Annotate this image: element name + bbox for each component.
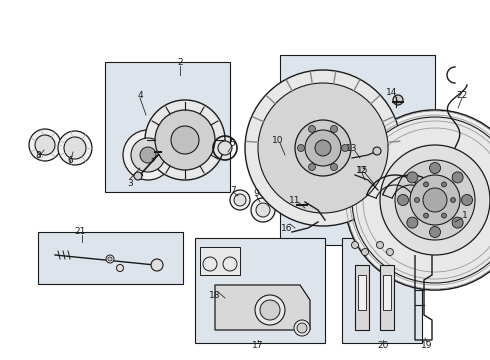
Circle shape — [255, 295, 285, 325]
Circle shape — [297, 323, 307, 333]
Circle shape — [123, 130, 173, 180]
Circle shape — [155, 110, 215, 170]
Text: 12: 12 — [356, 166, 368, 175]
Text: 2: 2 — [177, 58, 183, 67]
Text: 6: 6 — [67, 156, 73, 165]
Circle shape — [423, 213, 428, 218]
Circle shape — [140, 147, 156, 163]
Bar — [358, 275, 366, 310]
Bar — [200, 247, 240, 275]
Circle shape — [134, 172, 142, 180]
Text: 14: 14 — [386, 87, 398, 96]
Circle shape — [415, 198, 419, 202]
Circle shape — [131, 138, 165, 172]
Circle shape — [108, 257, 112, 261]
Circle shape — [441, 182, 446, 187]
Circle shape — [376, 242, 384, 248]
Circle shape — [407, 217, 418, 228]
Circle shape — [423, 182, 428, 187]
Circle shape — [106, 255, 114, 263]
Circle shape — [351, 242, 359, 248]
Text: 18: 18 — [209, 291, 221, 300]
Text: 11: 11 — [289, 195, 301, 204]
Circle shape — [450, 198, 456, 202]
Text: 1: 1 — [462, 211, 468, 220]
Circle shape — [395, 160, 475, 240]
Circle shape — [58, 131, 92, 165]
Circle shape — [260, 300, 280, 320]
Text: 10: 10 — [272, 135, 284, 144]
Circle shape — [393, 95, 403, 105]
Circle shape — [171, 126, 199, 154]
Circle shape — [452, 217, 463, 228]
Text: 22: 22 — [456, 90, 467, 99]
Text: 9: 9 — [253, 189, 259, 198]
Circle shape — [223, 257, 237, 271]
Circle shape — [373, 147, 381, 155]
Text: 21: 21 — [74, 228, 86, 237]
Circle shape — [423, 188, 447, 212]
Circle shape — [462, 194, 472, 206]
Circle shape — [29, 129, 61, 161]
Circle shape — [258, 83, 388, 213]
Bar — [342, 238, 422, 343]
Bar — [195, 238, 325, 343]
Circle shape — [305, 130, 341, 166]
Bar — [380, 265, 394, 330]
Circle shape — [342, 144, 348, 152]
Circle shape — [397, 194, 409, 206]
Circle shape — [35, 135, 55, 155]
Circle shape — [407, 172, 418, 183]
Circle shape — [387, 248, 393, 256]
Circle shape — [203, 257, 217, 271]
Text: 5: 5 — [229, 139, 235, 148]
Circle shape — [309, 163, 316, 171]
Bar — [280, 55, 435, 245]
Bar — [363, 165, 445, 247]
Circle shape — [380, 145, 490, 255]
Polygon shape — [215, 285, 310, 330]
Circle shape — [64, 137, 86, 159]
Text: 17: 17 — [252, 341, 264, 350]
Circle shape — [218, 141, 232, 155]
Text: 13: 13 — [346, 144, 358, 153]
Bar — [355, 265, 369, 330]
Circle shape — [362, 248, 368, 256]
Text: 8: 8 — [35, 150, 41, 159]
Text: 15: 15 — [357, 166, 369, 175]
Circle shape — [452, 172, 463, 183]
Circle shape — [430, 162, 441, 174]
Text: 4: 4 — [137, 90, 143, 99]
Text: 7: 7 — [230, 185, 236, 194]
Text: 16: 16 — [281, 224, 293, 233]
Circle shape — [151, 259, 163, 271]
Circle shape — [234, 194, 246, 206]
Circle shape — [256, 203, 270, 217]
Circle shape — [430, 226, 441, 238]
Circle shape — [315, 140, 331, 156]
Circle shape — [309, 125, 316, 132]
Text: 3: 3 — [127, 179, 133, 188]
Circle shape — [352, 117, 490, 283]
Circle shape — [245, 70, 401, 226]
Circle shape — [345, 110, 490, 290]
Text: 19: 19 — [421, 341, 433, 350]
Circle shape — [297, 144, 304, 152]
Circle shape — [410, 175, 460, 225]
Circle shape — [330, 125, 338, 132]
Circle shape — [145, 100, 225, 180]
Circle shape — [117, 265, 123, 271]
Bar — [38, 232, 183, 284]
Text: 20: 20 — [377, 341, 389, 350]
Bar — [105, 62, 230, 192]
Circle shape — [230, 190, 250, 210]
Circle shape — [251, 198, 275, 222]
Circle shape — [294, 320, 310, 336]
Circle shape — [295, 120, 351, 176]
Circle shape — [330, 163, 338, 171]
Bar — [383, 275, 391, 310]
Circle shape — [441, 213, 446, 218]
